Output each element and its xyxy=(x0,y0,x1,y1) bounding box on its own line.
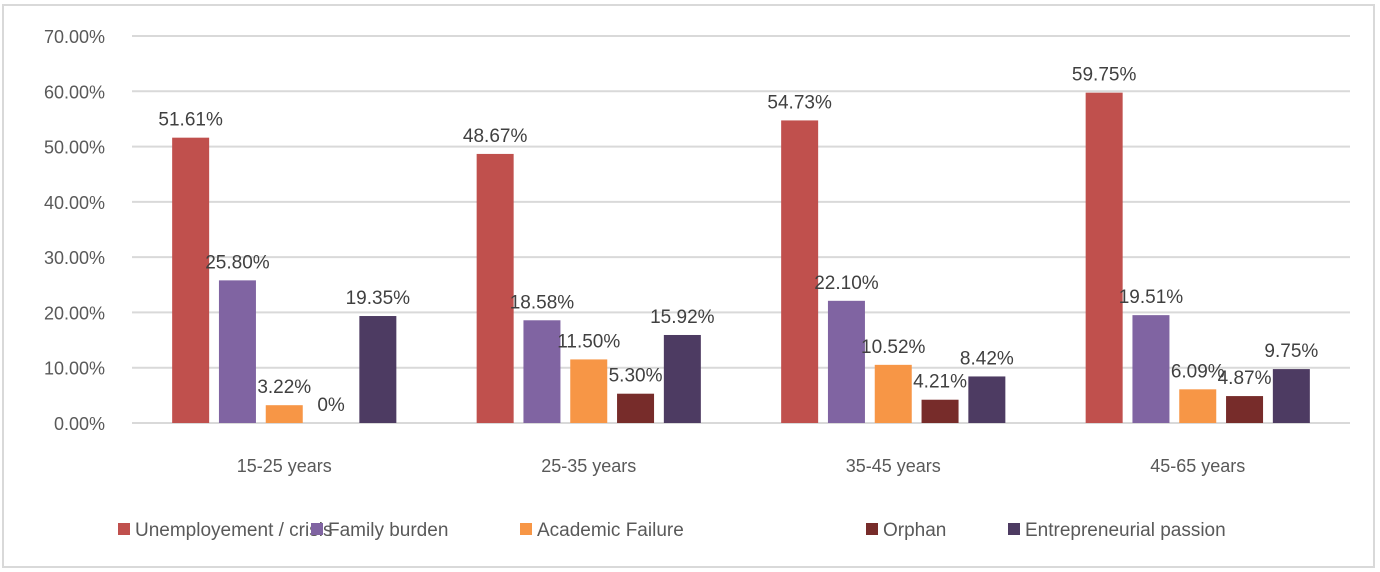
legend-label: Unemployement / crisis xyxy=(135,520,332,541)
y-tick-label: 40.00% xyxy=(44,193,105,213)
legend-label: Academic Failure xyxy=(537,520,684,541)
legend-label: Family burden xyxy=(328,520,448,541)
bar-unemployement-crisis-1 xyxy=(172,137,210,424)
data-label: 11.50% xyxy=(557,331,620,352)
legend-item[interactable]: Academic Failure xyxy=(520,520,684,541)
legend-item[interactable]: Entrepreneurial passion xyxy=(1008,520,1226,541)
y-tick-label: 0.00% xyxy=(54,414,105,434)
data-label: 5.30% xyxy=(609,366,663,387)
legend-label: Orphan xyxy=(883,520,946,541)
data-label: 48.67% xyxy=(463,126,528,147)
bar-academic-failure-3 xyxy=(874,364,912,423)
legend-swatch-icon xyxy=(1008,523,1020,535)
bar-academic-failure-2 xyxy=(570,359,608,423)
data-label: 9.75% xyxy=(1264,341,1318,362)
bar-family-burden-2 xyxy=(523,320,561,423)
data-label: 10.52% xyxy=(861,337,926,358)
bar-unemployement-crisis-3 xyxy=(781,120,819,423)
x-axis: 15-25 years 25-35 years 35-45 years 45-65 y… xyxy=(237,456,1246,476)
bars xyxy=(172,92,1310,424)
data-label: 54.73% xyxy=(767,92,832,113)
legend-item[interactable]: Orphan xyxy=(866,520,946,541)
bar-family-burden-4 xyxy=(1132,315,1170,423)
data-label: 51.61% xyxy=(158,110,223,131)
data-label: 19.35% xyxy=(346,288,411,309)
data-label: 15.92% xyxy=(650,307,715,328)
data-label: 18.58% xyxy=(510,292,575,313)
data-label: 4.21% xyxy=(913,372,967,393)
legend-swatch-icon xyxy=(311,523,323,535)
y-axis: 0.00% 10.00% 20.00% 30.00% 40.00% 50.00% 60.00… xyxy=(44,27,105,434)
y-tick-label: 30.00% xyxy=(44,248,105,268)
legend-swatch-icon xyxy=(118,523,130,535)
data-label: 19.51% xyxy=(1119,287,1184,308)
data-label: 3.22% xyxy=(257,377,311,398)
data-label: 8.42% xyxy=(960,348,1014,369)
bar-academic-failure-4 xyxy=(1179,389,1217,423)
data-label: 22.10% xyxy=(814,273,879,294)
data-label: 6.09% xyxy=(1171,361,1225,382)
bar-orphan-3 xyxy=(921,399,959,423)
legend-item[interactable]: Family burden xyxy=(311,520,448,541)
data-label: 59.75% xyxy=(1072,65,1137,86)
bar-entrepreneurial-passion-4 xyxy=(1272,369,1310,423)
x-category-label: 15-25 years xyxy=(237,456,332,476)
legend-label: Entrepreneurial passion xyxy=(1025,520,1226,541)
legend-item[interactable]: Unemployement / crisis xyxy=(118,520,332,541)
data-labels: 51.61% 25.80% 3.22% 0% 19.35% 48.67% 18.58% 11.… xyxy=(158,65,1318,416)
bar-unemployement-crisis-4 xyxy=(1085,92,1123,424)
bar-entrepreneurial-passion-2 xyxy=(663,334,701,423)
y-tick-label: 70.00% xyxy=(44,27,105,47)
x-category-label: 45-65 years xyxy=(1150,456,1245,476)
bar-academic-failure-1 xyxy=(265,405,303,423)
bar-orphan-2 xyxy=(617,393,655,423)
bar-orphan-4 xyxy=(1226,396,1264,423)
legend-swatch-icon xyxy=(520,523,532,535)
bar-entrepreneurial-passion-3 xyxy=(968,376,1006,423)
y-tick-label: 20.00% xyxy=(44,303,105,323)
y-tick-label: 50.00% xyxy=(44,138,105,158)
x-category-label: 25-35 years xyxy=(541,456,636,476)
bar-entrepreneurial-passion-1 xyxy=(359,316,397,423)
y-tick-label: 60.00% xyxy=(44,82,105,102)
bar-unemployement-crisis-2 xyxy=(476,153,514,423)
data-label: 0% xyxy=(317,395,345,416)
bar-family-burden-1 xyxy=(218,280,256,423)
legend-swatch-icon xyxy=(866,523,878,535)
data-label: 4.87% xyxy=(1218,368,1272,389)
bar-family-burden-3 xyxy=(827,300,865,423)
data-label: 25.80% xyxy=(205,252,270,273)
x-category-label: 35-45 years xyxy=(846,456,941,476)
y-tick-label: 10.00% xyxy=(44,359,105,379)
